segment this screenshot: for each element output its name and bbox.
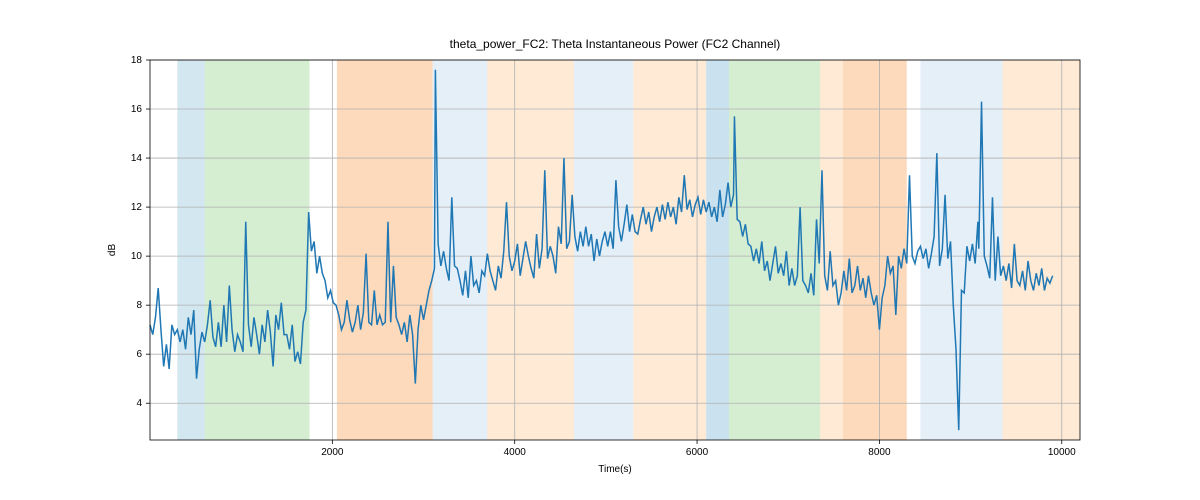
line-chart: 2000 4000 6000 8000 10000 4 6 8 10 12 14 16 18 Time(s… (0, 0, 1200, 500)
chart-title: theta_power_FC2: Theta Instantaneous Pow… (450, 37, 781, 51)
band (433, 60, 488, 440)
y-tick-label: 18 (131, 55, 143, 66)
x-tick-label: 8000 (868, 447, 891, 458)
y-tick-label: 14 (131, 153, 143, 164)
x-tick-label: 10000 (1048, 447, 1076, 458)
x-tick-label: 6000 (686, 447, 709, 458)
band (574, 60, 633, 440)
band (706, 60, 729, 440)
x-tick-label: 2000 (321, 447, 344, 458)
y-tick-label: 4 (136, 398, 142, 409)
y-tick-label: 10 (131, 251, 143, 262)
y-tick-label: 6 (136, 349, 142, 360)
y-axis-label: dB (107, 244, 118, 257)
band (633, 60, 706, 440)
y-tick-label: 12 (131, 202, 143, 213)
band (177, 60, 204, 440)
band (843, 60, 907, 440)
band (487, 60, 574, 440)
chart-container: 2000 4000 6000 8000 10000 4 6 8 10 12 14 16 18 Time(s… (0, 0, 1200, 500)
band (337, 60, 433, 440)
y-tick-label: 8 (136, 300, 142, 311)
band (205, 60, 310, 440)
y-tick-label: 16 (131, 104, 143, 115)
x-tick-label: 4000 (504, 447, 527, 458)
x-axis-label: Time(s) (598, 464, 632, 475)
